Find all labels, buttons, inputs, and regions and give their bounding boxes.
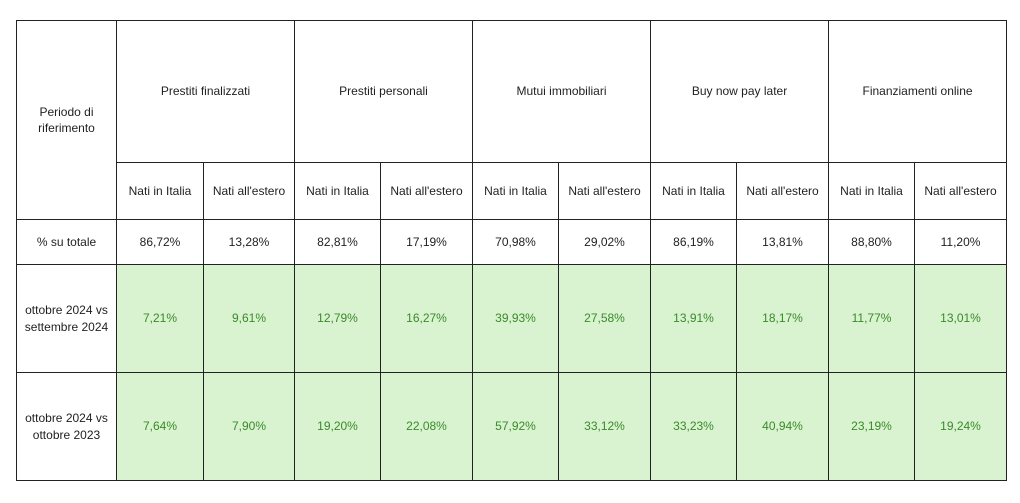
- sub-header: Nati in Italia: [116, 162, 204, 220]
- data-table: Periodo di riferimento Prestiti finalizz…: [16, 20, 1008, 481]
- subheader-row: Nati in Italia Nati all'estero Nati in I…: [17, 162, 1008, 220]
- table-cell: 70,98%: [472, 219, 559, 265]
- table-cell: 19,20%: [294, 372, 381, 481]
- table-cell: 82,81%: [294, 219, 381, 265]
- table-cell: 88,80%: [828, 219, 916, 265]
- sub-header: Nati all'estero: [735, 162, 830, 220]
- table-cell: 86,19%: [650, 219, 737, 265]
- sub-header: Nati all'estero: [558, 162, 651, 220]
- table-row: ottobre 2024 vs settembre 2024 7,21% 9,6…: [16, 264, 1008, 373]
- table-cell: 11,20%: [914, 219, 1008, 265]
- table-cell: 27,58%: [558, 264, 651, 373]
- row-label: ottobre 2024 vs settembre 2024: [16, 264, 117, 373]
- group-header: Mutui immobiliari: [472, 20, 651, 163]
- sub-header: Nati in Italia: [650, 162, 737, 220]
- table-cell: 7,90%: [203, 372, 295, 481]
- group-header: Buy now pay later: [649, 20, 830, 163]
- header-row: Periodo di riferimento Prestiti finalizz…: [16, 20, 1008, 220]
- table-cell: 19,24%: [914, 372, 1008, 481]
- table-cell: 40,94%: [735, 372, 830, 481]
- group-header: Finanziamenti online: [828, 20, 1008, 163]
- table-cell: 16,27%: [380, 264, 473, 373]
- table-cell: 9,61%: [203, 264, 295, 373]
- table-cell: 57,92%: [472, 372, 559, 481]
- table-cell: 22,08%: [380, 372, 473, 481]
- period-header: Periodo di riferimento: [16, 20, 117, 220]
- table-cell: 13,81%: [735, 219, 830, 265]
- table-cell: 7,21%: [116, 264, 204, 373]
- sub-header: Nati all'estero: [380, 162, 473, 220]
- table-cell: 18,17%: [735, 264, 830, 373]
- table-row: ottobre 2024 vs ottobre 2023 7,64% 7,90%…: [16, 372, 1008, 481]
- sub-header: Nati in Italia: [828, 162, 916, 220]
- table-cell: 13,91%: [650, 264, 737, 373]
- table-cell: 11,77%: [828, 264, 916, 373]
- table-cell: 7,64%: [116, 372, 204, 481]
- table-cell: 12,79%: [294, 264, 381, 373]
- table-cell: 39,93%: [472, 264, 559, 373]
- table-cell: 33,23%: [650, 372, 737, 481]
- row-label: ottobre 2024 vs ottobre 2023: [16, 372, 117, 481]
- table-row: % su totale 86,72% 13,28% 82,81% 17,19% …: [16, 219, 1008, 265]
- sub-header: Nati all'estero: [203, 162, 295, 220]
- group-header: Prestiti finalizzati: [116, 20, 295, 163]
- sub-header: Nati in Italia: [294, 162, 381, 220]
- group-header: Prestiti personali: [294, 20, 473, 163]
- sub-header: Nati all'estero: [914, 162, 1008, 220]
- table-cell: 17,19%: [380, 219, 473, 265]
- table-cell: 13,01%: [914, 264, 1008, 373]
- table-cell: 13,28%: [203, 219, 295, 265]
- table-cell: 86,72%: [116, 219, 204, 265]
- table-cell: 23,19%: [828, 372, 916, 481]
- table-cell: 29,02%: [558, 219, 651, 265]
- table-cell: 33,12%: [558, 372, 651, 481]
- row-label: % su totale: [16, 219, 117, 265]
- sub-header: Nati in Italia: [472, 162, 559, 220]
